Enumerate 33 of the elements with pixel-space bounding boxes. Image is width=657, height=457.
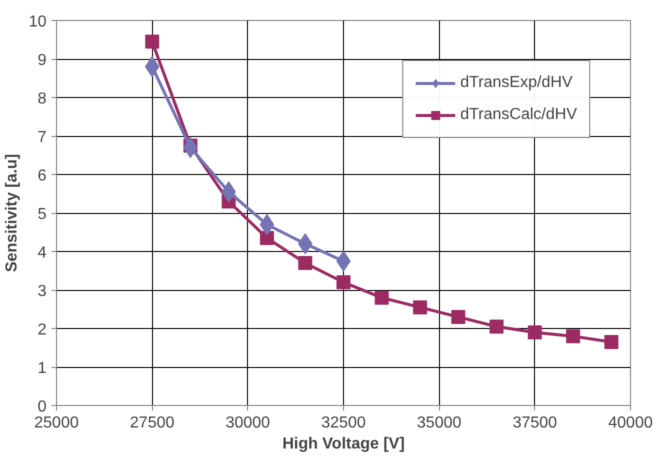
- x-tick-label: 27500: [130, 414, 175, 432]
- y-tick-label: 9: [38, 52, 47, 69]
- y-tick-label: 4: [38, 244, 47, 262]
- y-tick-label: 8: [38, 90, 47, 108]
- point: [604, 334, 618, 349]
- point: [145, 34, 160, 49]
- point: [490, 320, 504, 334]
- point: [336, 275, 350, 290]
- y-tick-label: 5: [38, 206, 47, 223]
- x-tick-label: 25000: [34, 414, 79, 432]
- point: [374, 290, 389, 305]
- legend-label: dTransCalc/dHV: [460, 106, 577, 124]
- point: [413, 300, 428, 314]
- y-tick-label: 0: [38, 398, 47, 416]
- x-tick-label: 30000: [226, 414, 270, 432]
- x-tick-label: 32500: [321, 414, 366, 432]
- point: [451, 310, 466, 324]
- x-axis-title: High Voltage [V]: [282, 436, 405, 452]
- point: [528, 325, 542, 340]
- point: [260, 231, 274, 246]
- point: [298, 256, 312, 270]
- y-tick-label: 1: [38, 360, 47, 377]
- y-axis-title: Sensitivity [a.u]: [4, 154, 21, 272]
- x-tick-label: 35000: [416, 414, 462, 432]
- y-tick-label: 2: [38, 322, 47, 338]
- y-tick-label: 7: [38, 129, 47, 146]
- y-tick-label: 6: [38, 168, 47, 184]
- point: [566, 329, 580, 344]
- y-tick-label: 3: [38, 283, 47, 300]
- x-tick-label: 40000: [608, 414, 653, 432]
- y-tick-label: 10: [28, 14, 47, 30]
- x-tick-label: 37500: [512, 414, 558, 432]
- legend-label: dTransExp/dHV: [460, 74, 573, 92]
